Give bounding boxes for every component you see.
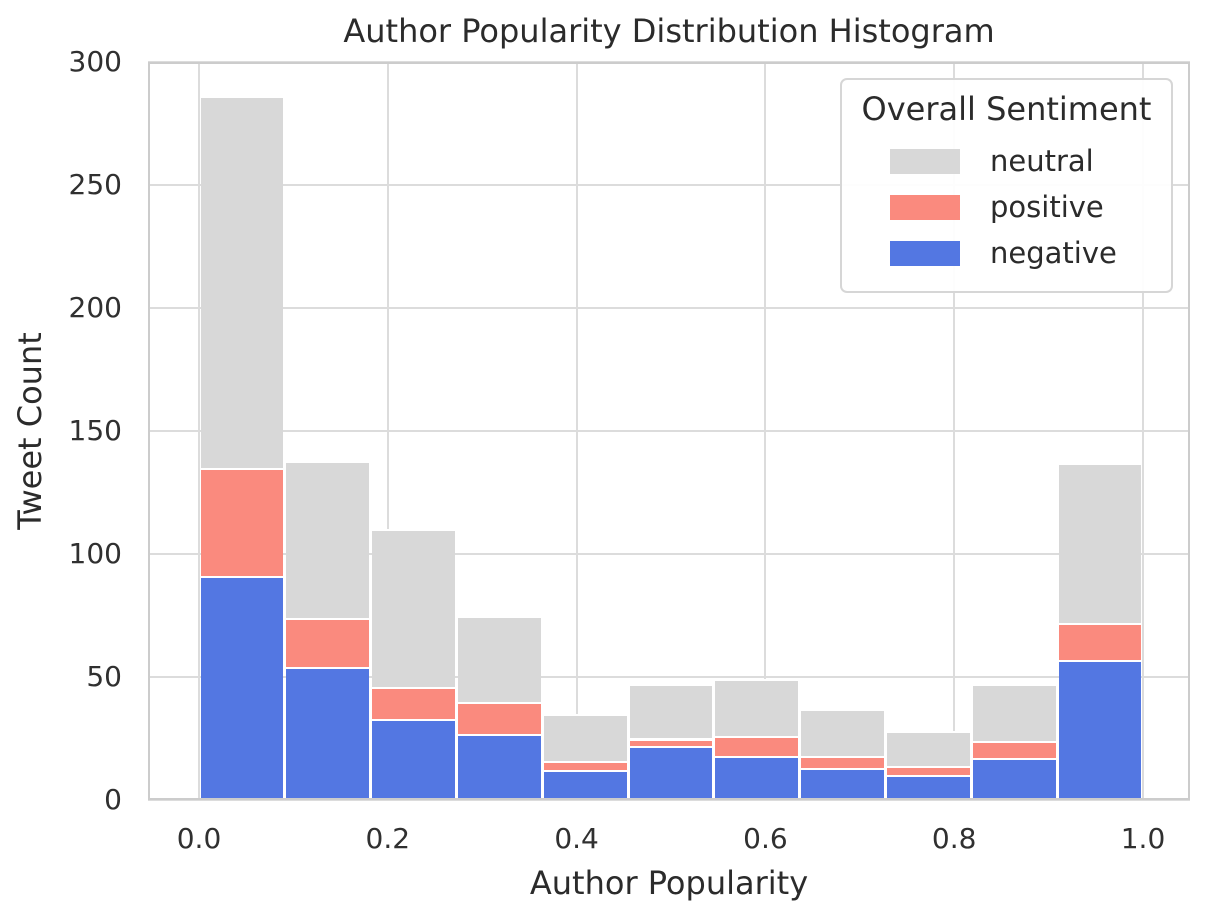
legend-rows: neutral positive negative [842, 138, 1171, 276]
x-gridline [764, 62, 767, 800]
y-gridline [148, 184, 1190, 186]
y-tick-label: 200 [68, 291, 122, 324]
legend-entry-positive: positive [842, 184, 1171, 230]
bar-segment-neutral [715, 679, 799, 737]
x-axis-label: Author Popularity [529, 864, 809, 902]
bar-segment-positive [629, 738, 713, 746]
bar-segment-negative [1058, 659, 1142, 800]
legend: Overall Sentiment neutral positive negativ… [840, 78, 1173, 293]
y-tick-label: 50 [86, 660, 122, 693]
bar-segment-positive [887, 765, 970, 776]
y-gridline [148, 799, 1190, 801]
legend-entry-neutral: neutral [842, 138, 1171, 184]
x-tick-label: 0.0 [176, 822, 222, 855]
x-gridline [953, 62, 956, 800]
y-tick-label: 0 [104, 783, 122, 816]
bar-segment-neutral [972, 684, 1056, 741]
bar-segment-positive [457, 701, 541, 734]
x-tick-label: 0.2 [365, 822, 411, 855]
bar-segment-neutral [200, 96, 284, 468]
x-tick-label: 0.4 [554, 822, 599, 855]
bar-segment-neutral [543, 713, 627, 761]
bar-segment-negative [543, 770, 627, 800]
y-tick-label: 150 [68, 414, 122, 447]
bar-segment-negative [200, 576, 284, 800]
legend-entry-negative: negative [842, 230, 1171, 276]
bar-segment-neutral [801, 708, 885, 756]
bar-segment-positive [372, 686, 455, 719]
y-gridline [148, 307, 1190, 309]
y-tick-label: 300 [68, 45, 122, 78]
bar-segment-positive [801, 755, 885, 769]
y-tick-label: 100 [68, 537, 122, 570]
x-tick-label: 0.6 [743, 822, 788, 855]
y-gridline [148, 553, 1190, 555]
x-tick-label: 1.0 [1120, 822, 1166, 855]
bar-segment-positive [972, 740, 1056, 759]
bar-segment-neutral [372, 529, 455, 687]
bar-segment-positive [1058, 622, 1142, 660]
x-gridline [198, 62, 200, 800]
x-gridline [386, 62, 389, 800]
bar-segment-negative [457, 733, 541, 800]
bar-segment-neutral [457, 615, 541, 702]
bar-segment-neutral [887, 731, 970, 766]
legend-swatch-negative [890, 240, 960, 266]
x-gridline [575, 62, 578, 800]
legend-swatch-positive [890, 194, 960, 220]
bar-segment-negative [629, 745, 713, 800]
bar-segment-negative [887, 775, 970, 800]
bar-segment-neutral [629, 684, 713, 739]
bar-segment-negative [801, 768, 885, 800]
bar-segment-negative [972, 758, 1056, 800]
y-gridline [148, 430, 1190, 432]
y-gridline [148, 61, 1190, 63]
bar-segment-positive [715, 736, 799, 756]
bar-segment-positive [286, 617, 370, 668]
bar-segment-negative [715, 755, 799, 800]
bar-segment-negative [372, 718, 455, 800]
legend-title: Overall Sentiment [861, 90, 1152, 128]
legend-label: positive [990, 190, 1104, 224]
chart-title: Author Popularity Distribution Histogram [343, 12, 995, 50]
x-gridline [1142, 62, 1144, 800]
x-tick-label: 0.8 [931, 822, 977, 855]
bar-segment-neutral [286, 460, 370, 618]
legend-label: negative [990, 236, 1117, 270]
legend-label: neutral [990, 144, 1094, 178]
bar-segment-positive [200, 467, 284, 577]
bar-segment-neutral [1058, 462, 1142, 623]
y-tick-label: 250 [68, 168, 122, 201]
legend-swatch-neutral [890, 148, 960, 174]
bar-segment-positive [543, 760, 627, 771]
bar-segment-negative [286, 667, 370, 800]
y-gridline [148, 676, 1190, 678]
